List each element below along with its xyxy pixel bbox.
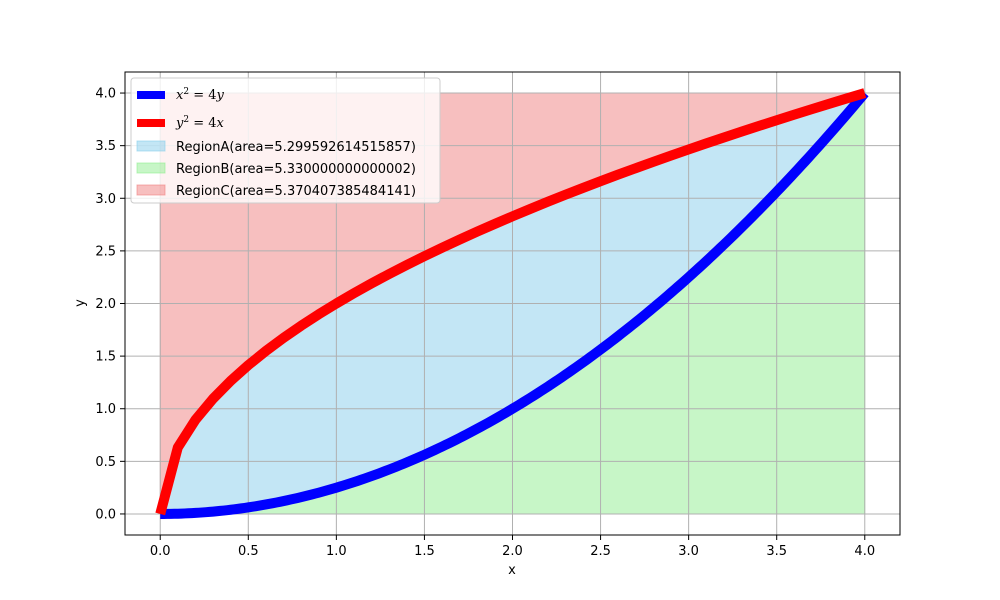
y-tick-label: 1.0 xyxy=(95,402,116,417)
x-axis-label: x xyxy=(508,563,516,578)
y-tick-label: 3.5 xyxy=(95,139,116,154)
legend-label-red-curve: y2 = 4x xyxy=(175,115,225,131)
series-line-blue xyxy=(158,89,869,519)
y-tick-label: 2.0 xyxy=(95,297,116,312)
y-tick-label: 0.5 xyxy=(95,455,116,470)
x-tick-label: 0.5 xyxy=(238,544,259,559)
x-tick-label: 0.0 xyxy=(150,544,171,559)
y-axis-label: y xyxy=(73,299,88,307)
series-line-red xyxy=(155,88,867,516)
legend-label-region-c: RegionC(area=5.370407385484141) xyxy=(176,184,416,199)
y-tick-label: 1.5 xyxy=(95,350,116,365)
legend-label-region-a: RegionA(area=5.299592614515857) xyxy=(176,140,416,155)
legend-label-blue-curve: x2 = 4y xyxy=(176,87,225,103)
x-tick-label: 1.0 xyxy=(326,544,347,559)
legend-label-region-b: RegionB(area=5.330000000000002) xyxy=(176,162,416,177)
legend-swatch-region-c xyxy=(136,184,166,196)
x-tick-label: 4.0 xyxy=(854,544,875,559)
legend-swatch-region-b xyxy=(136,162,166,174)
legend-box xyxy=(130,77,441,204)
ticks: 0.0 0.5 1.0 1.5 2.0 2.5 3.0 3.5 4.0 0.0 0.5 1.0 1.5 2… xyxy=(95,87,875,559)
y-tick-label: 3.0 xyxy=(95,192,116,207)
legend: x2 = 4y y2 = 4x RegionA(area=5.299592614… xyxy=(130,77,441,204)
y-tick-label: 2.5 xyxy=(95,244,116,259)
x-tick-label: 1.5 xyxy=(414,544,435,559)
y-tick-label: 0.0 xyxy=(95,507,116,522)
y-tick-label: 4.0 xyxy=(95,87,116,102)
x-tick-label: 3.5 xyxy=(766,544,787,559)
x-tick-label: 2.5 xyxy=(590,544,611,559)
series xyxy=(155,88,869,519)
x-tick-label: 3.0 xyxy=(678,544,699,559)
legend-swatch-region-a xyxy=(136,140,166,152)
x-tick-label: 2.0 xyxy=(502,544,523,559)
